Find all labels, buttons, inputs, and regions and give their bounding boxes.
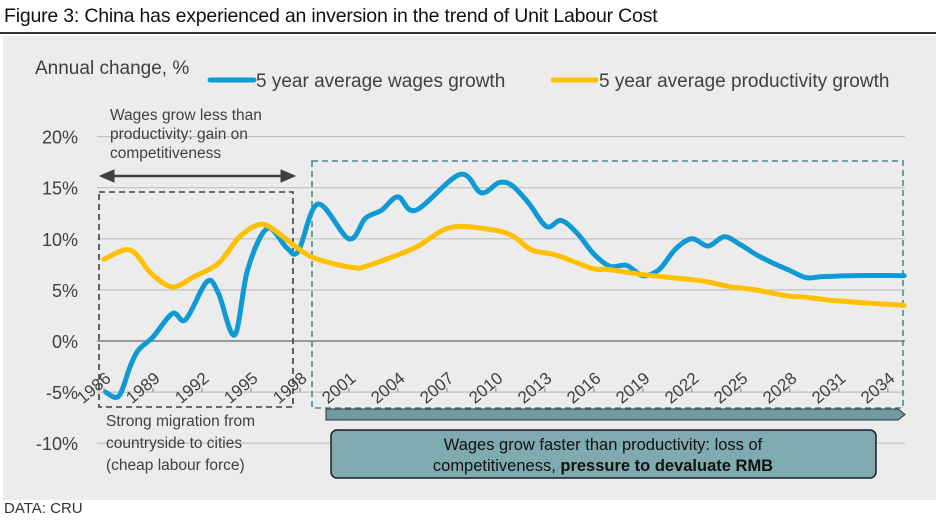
y-axis-label: Annual change, % — [35, 58, 189, 79]
y-tick-label: 15% — [42, 179, 78, 199]
legend-label-productivity: 5 year average productivity growth — [599, 71, 889, 92]
right-arrow — [325, 408, 906, 421]
legend-label-wages: 5 year average wages growth — [256, 71, 505, 92]
x-tick-label: 2010 — [465, 369, 506, 408]
annotation-left-bottom-2: countryside to cities — [106, 435, 242, 452]
x-tick-label: 2004 — [367, 369, 408, 408]
x-tick-label: 1992 — [171, 369, 212, 408]
x-tick-label: 2022 — [661, 369, 702, 408]
x-tick-label: 1986 — [73, 369, 114, 408]
callout-line-2: competitiveness, pressure to devaluate R… — [433, 457, 773, 475]
x-tick-label: 1998 — [269, 369, 310, 408]
y-tick-label: -10% — [36, 434, 78, 454]
x-tick-label: 2016 — [563, 369, 604, 408]
y-tick-label: 5% — [52, 281, 78, 301]
double-arrow — [98, 169, 297, 183]
title-rule — [0, 32, 936, 34]
annotation-left-bottom-1: Strong migration from — [106, 413, 255, 430]
x-tick-label: 2025 — [710, 369, 751, 408]
x-tick-label: 1995 — [220, 369, 261, 408]
x-tick-label: 2013 — [514, 369, 555, 408]
annotation-left-top-3: competitiveness — [110, 145, 221, 162]
callout-line-2-bold: pressure to devaluate RMB — [560, 457, 773, 475]
callout-line-2-normal: competitiveness, — [433, 457, 560, 475]
x-tick-label: 2034 — [857, 369, 898, 408]
series-line-productivity — [101, 221, 907, 308]
y-tick-label: 20% — [42, 128, 78, 148]
callout-box — [330, 429, 877, 479]
y-tick-label: 0% — [52, 332, 78, 352]
source-note: DATA: CRU — [4, 500, 83, 517]
x-tick-label: 2001 — [318, 369, 359, 408]
y-tick-label: -5% — [46, 383, 78, 403]
series-line-wages — [103, 171, 907, 400]
x-tick-label: 2019 — [612, 369, 653, 408]
x-tick-label: 2031 — [808, 369, 849, 408]
annotation-left-top-2: productivity: gain on — [110, 126, 248, 143]
annotation-left-bottom-3: (cheap labour force) — [106, 457, 245, 474]
figure-title: Figure 3: China has experienced an inver… — [4, 5, 658, 27]
right-period-box — [311, 160, 904, 409]
x-tick-label: 2007 — [416, 369, 457, 408]
x-tick-label: 2028 — [759, 369, 800, 408]
annotation-left-top-1: Wages grow less than — [110, 107, 262, 124]
y-tick-label: 10% — [42, 230, 78, 250]
left-period-box — [98, 191, 294, 408]
callout-line-1: Wages grow faster than productivity: los… — [444, 436, 763, 454]
